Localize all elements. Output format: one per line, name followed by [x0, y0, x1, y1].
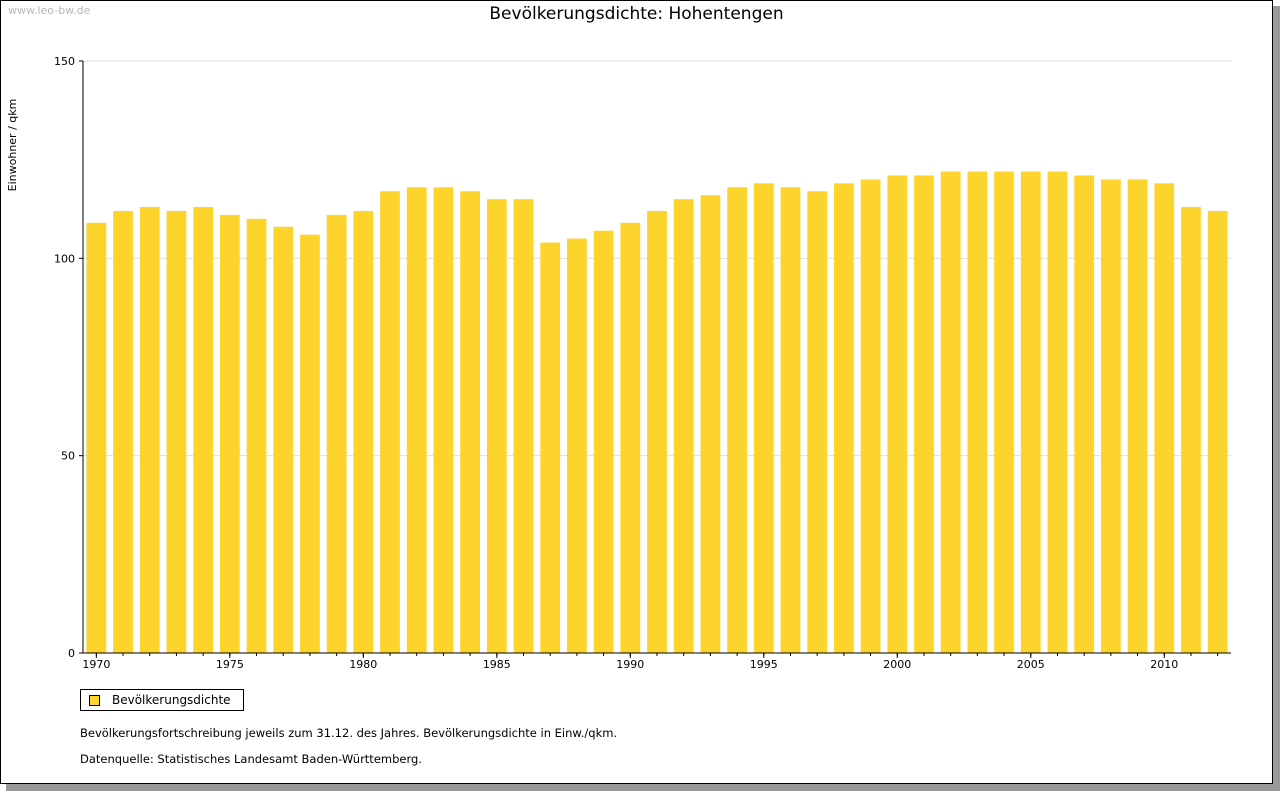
bar-2004	[994, 171, 1014, 654]
x-tick-label: 2005	[1017, 658, 1045, 671]
bar-2011	[1181, 207, 1201, 653]
x-tick-label: 1970	[82, 658, 110, 671]
bar-1986	[513, 199, 534, 653]
bar-1984	[460, 191, 480, 654]
bar-1997	[807, 191, 828, 654]
bar-2000	[887, 175, 908, 653]
bar-1989	[593, 230, 614, 653]
bar-1996	[780, 187, 801, 653]
bar-1970	[86, 222, 107, 653]
bar-1975	[219, 214, 240, 654]
x-tick-label: 2000	[883, 658, 911, 671]
bar-1995	[753, 183, 774, 653]
bar-2003	[967, 171, 988, 654]
bar-2001	[914, 175, 934, 653]
legend-swatch	[89, 694, 100, 706]
bar-1974	[193, 207, 214, 653]
bar-1977	[273, 226, 294, 653]
bar-2009	[1127, 179, 1148, 653]
x-tick-label: 1980	[349, 658, 377, 671]
bar-1971	[113, 210, 133, 653]
x-tick-label: 1990	[616, 658, 644, 671]
x-tick-label: 1975	[216, 658, 244, 671]
chart-title: Bevölkerungsdichte: Hohentengen	[489, 4, 784, 24]
bar-1999	[860, 179, 881, 653]
y-tick-label: 100	[54, 252, 75, 265]
bar-1990	[620, 222, 641, 653]
bar-1983	[433, 187, 454, 653]
frame-shadow-bottom	[6, 784, 1280, 791]
bar-1991	[647, 210, 667, 653]
bar-1981	[380, 191, 400, 654]
bar-2008	[1100, 179, 1121, 653]
bar-1979	[326, 214, 347, 654]
bar-1985	[486, 199, 507, 653]
bar-1987	[540, 242, 561, 653]
bar-1988	[567, 238, 587, 653]
bar-1976	[246, 218, 267, 653]
legend-label: Bevölkerungsdichte	[112, 693, 231, 707]
bar-1994	[727, 187, 747, 653]
y-axis-label: Einwohner / qkm	[6, 99, 19, 192]
bar-1972	[139, 207, 160, 653]
y-tick-label: 50	[61, 450, 75, 463]
y-tick-label: 0	[68, 647, 75, 660]
footnote-description: Bevölkerungsfortschreibung jeweils zum 3…	[80, 726, 618, 740]
bar-2006	[1047, 171, 1068, 654]
bar-1992	[673, 199, 694, 653]
bar-2007	[1074, 175, 1095, 653]
bar-1982	[406, 187, 427, 653]
x-tick-label: 1985	[483, 658, 511, 671]
watermark: www.leo-bw.de	[8, 4, 91, 17]
bar-1993	[700, 195, 721, 654]
bar-2005	[1020, 171, 1041, 654]
bar-2010	[1154, 183, 1175, 653]
bar-2002	[940, 171, 961, 654]
legend: Bevölkerungsdichte	[80, 689, 244, 711]
bar-1973	[166, 210, 187, 653]
bar-2012	[1207, 210, 1228, 653]
y-tick-label: 150	[54, 55, 75, 68]
x-tick-label: 1995	[750, 658, 778, 671]
footnote-source: Datenquelle: Statistisches Landesamt Bad…	[80, 752, 422, 766]
frame-shadow-right	[1273, 6, 1280, 791]
x-tick-label: 2010	[1150, 658, 1178, 671]
bar-1998	[834, 183, 854, 653]
bar-1980	[353, 210, 374, 653]
bar-1978	[300, 234, 320, 654]
